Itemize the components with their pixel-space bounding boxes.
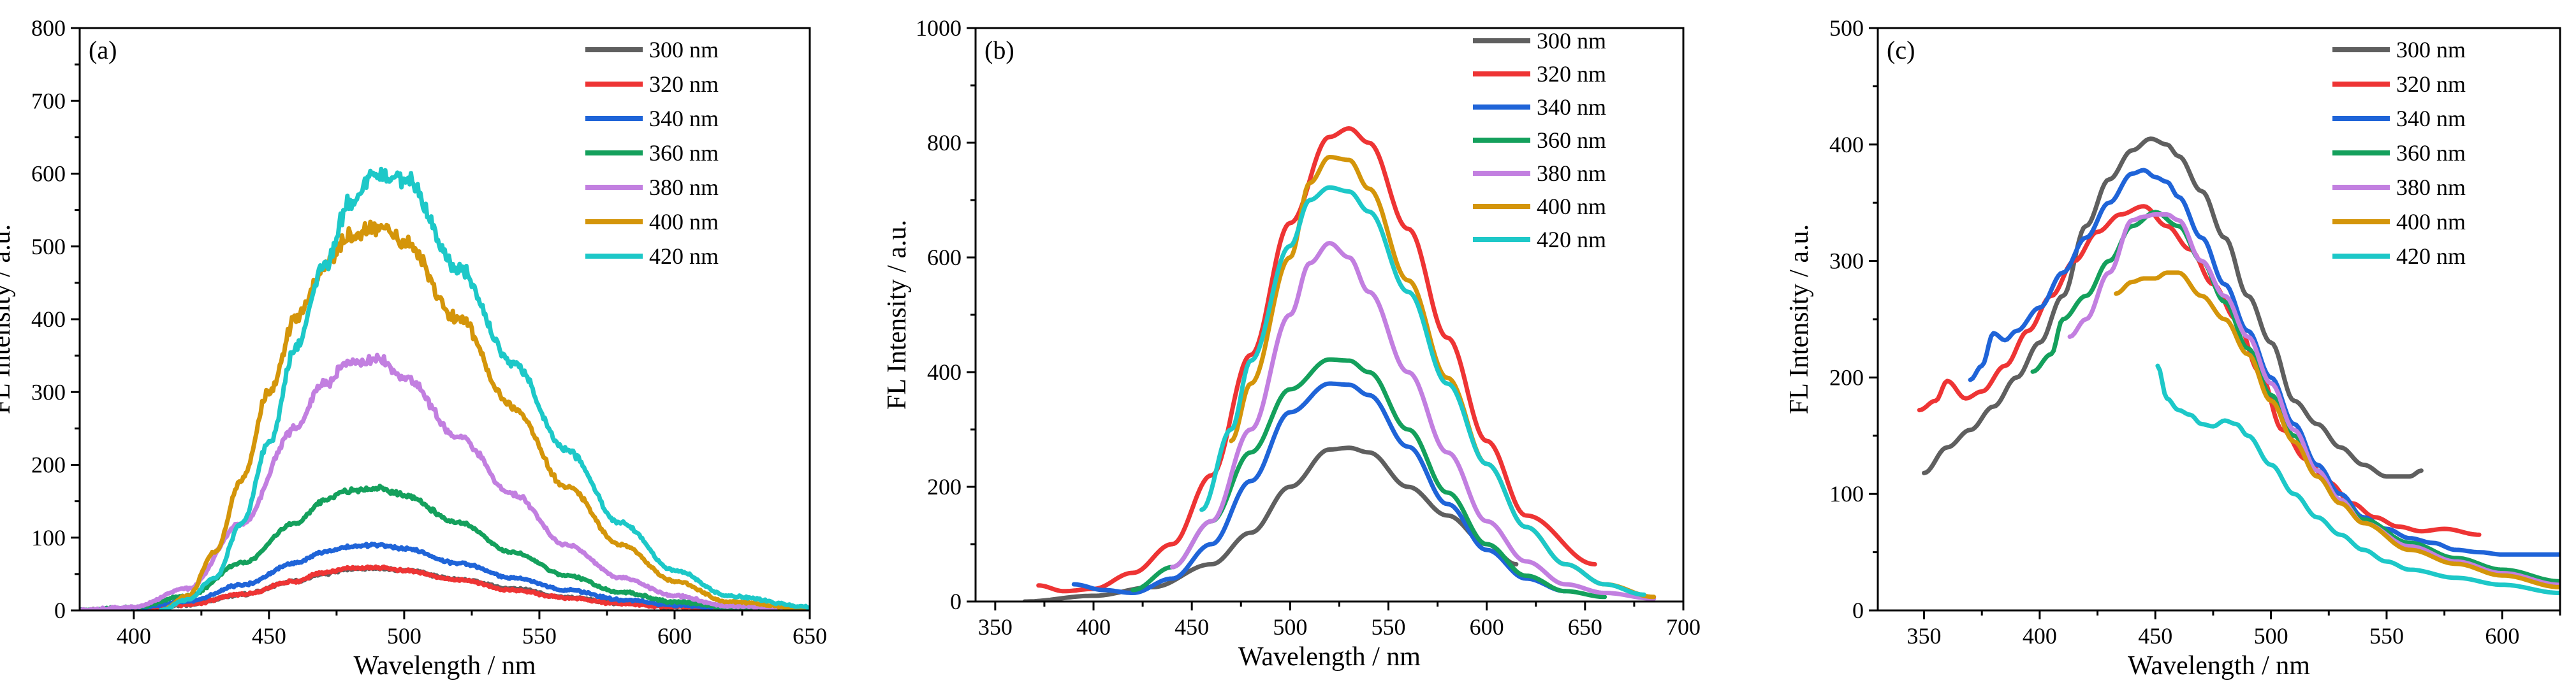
x-tick-label: 500 xyxy=(2254,623,2288,649)
series-line-320-nm xyxy=(1036,126,1597,594)
legend-label: 300 nm xyxy=(649,37,719,62)
y-tick-label: 200 xyxy=(1829,364,1864,390)
y-tick-label: 1000 xyxy=(916,15,962,41)
y-tick-label: 0 xyxy=(950,589,962,614)
x-axis-label: Wavelength / nm xyxy=(354,651,536,681)
x-tick-label: 400 xyxy=(1076,614,1111,640)
y-tick-label: 200 xyxy=(31,452,66,478)
legend-label: 300 nm xyxy=(1537,28,1606,54)
x-tick-label: 550 xyxy=(522,623,557,649)
legend: 300 nm 320 nm 340 nm 360 nm 380 nm 400 nm 420 … xyxy=(2332,37,2466,269)
series-group xyxy=(80,166,810,610)
series-line-400-nm xyxy=(158,219,810,610)
x-tick-label: 450 xyxy=(2138,623,2172,649)
series-line-300-nm xyxy=(1922,136,2424,479)
y-tick-label: 100 xyxy=(1829,481,1864,507)
x-tick-label: 550 xyxy=(1372,614,1406,640)
y-tick-label: 300 xyxy=(31,379,66,405)
series-group xyxy=(1022,126,1657,602)
legend-label: 420 nm xyxy=(649,243,719,269)
legend-label: 360 nm xyxy=(2396,140,2466,166)
panel-label: (a) xyxy=(89,36,117,64)
legend-label: 300 nm xyxy=(2396,37,2466,62)
series-line-380-nm xyxy=(80,352,810,610)
x-tick-label: 350 xyxy=(978,614,1013,640)
y-tick-label: 700 xyxy=(31,88,66,113)
legend-label: 320 nm xyxy=(2396,71,2466,97)
series-line-400-nm xyxy=(2114,270,2560,589)
x-tick-label: 550 xyxy=(2369,623,2404,649)
legend-label: 340 nm xyxy=(2396,106,2466,131)
series-group xyxy=(1917,136,2560,596)
y-tick-label: 400 xyxy=(1829,132,1864,157)
legend-label: 340 nm xyxy=(1537,94,1606,120)
x-tick-label: 450 xyxy=(1175,614,1209,640)
legend-label: 340 nm xyxy=(649,106,719,131)
legend-label: 320 nm xyxy=(649,71,719,97)
y-tick-label: 600 xyxy=(31,161,66,187)
series-line-340-nm xyxy=(1071,381,1568,595)
x-tick-label: 700 xyxy=(1666,614,1701,640)
legend: 300 nm 320 nm 340 nm 360 nm 380 nm 400 nm 420 … xyxy=(1473,28,1606,252)
y-tick-label: 0 xyxy=(54,598,66,623)
panel-b: 350 400 450 500 550 600 650 700 0 200 400 600 800 100… xyxy=(882,15,1701,672)
x-axis-label: Wavelength / nm xyxy=(2128,651,2310,681)
x-tick-label: 400 xyxy=(117,623,151,649)
y-tick-label: 500 xyxy=(31,234,66,259)
x-tick-label: 500 xyxy=(387,623,421,649)
series-line-340-nm xyxy=(80,542,810,610)
y-tick-label: 200 xyxy=(927,474,962,500)
legend-label: 360 nm xyxy=(1537,127,1606,153)
y-tick-label: 400 xyxy=(927,359,962,385)
x-tick-label: 600 xyxy=(657,623,692,649)
y-tick-label: 500 xyxy=(1829,15,1864,41)
series-line-420-nm xyxy=(158,166,810,610)
x-axis-label: Wavelength / nm xyxy=(1238,642,1421,672)
legend-label: 380 nm xyxy=(649,175,719,200)
legend-label: 420 nm xyxy=(1537,227,1606,252)
series-line-380-nm xyxy=(2067,212,2560,587)
y-tick-label: 600 xyxy=(927,245,962,270)
panel-label: (b) xyxy=(984,36,1014,64)
series-line-320-nm xyxy=(1917,204,2482,537)
legend-label: 400 nm xyxy=(649,209,719,234)
x-tick-label: 350 xyxy=(1907,623,1942,649)
x-tick-label: 400 xyxy=(2023,623,2057,649)
y-axis-label: FL Intensity / a.u. xyxy=(1785,224,1814,414)
x-tick-label: 650 xyxy=(1568,614,1602,640)
x-tick-label: 650 xyxy=(793,623,827,649)
legend-label: 380 nm xyxy=(1537,161,1606,186)
panel-c: 350 400 450 500 550 6000100200300400500Wavele… xyxy=(1785,15,2561,681)
y-tick-label: 300 xyxy=(1829,249,1864,274)
series-line-340-nm xyxy=(1968,168,2560,557)
panel-label: (c) xyxy=(1887,36,1915,64)
x-tick-label: 600 xyxy=(2485,623,2519,649)
series-line-300-nm xyxy=(1022,445,1519,602)
y-axis-label: FL Intensity / a.u. xyxy=(0,224,16,414)
legend-label: 380 nm xyxy=(2396,175,2466,200)
panel-a: 400 450 500 550 600 650 0 100 200 300 400 500 600 700… xyxy=(0,15,827,681)
x-tick-label: 600 xyxy=(1470,614,1504,640)
y-tick-label: 400 xyxy=(31,306,66,332)
series-line-420-nm xyxy=(1199,185,1646,597)
legend: 300 nm 320 nm 340 nm 360 nm 380 nm 400 nm 420 … xyxy=(585,37,719,269)
y-tick-label: 800 xyxy=(31,15,66,41)
legend-label: 360 nm xyxy=(649,140,719,166)
legend-label: 400 nm xyxy=(1537,194,1606,219)
y-tick-label: 100 xyxy=(31,525,66,551)
series-line-380-nm xyxy=(1169,241,1657,601)
legend-label: 400 nm xyxy=(2396,209,2466,234)
y-tick-label: 0 xyxy=(1852,598,1864,623)
y-tick-label: 800 xyxy=(927,130,962,155)
y-axis-label: FL Intensity / a.u. xyxy=(882,220,912,410)
x-tick-label: 450 xyxy=(252,623,286,649)
legend-label: 420 nm xyxy=(2396,243,2466,269)
x-tick-label: 500 xyxy=(1273,614,1307,640)
series-line-420-nm xyxy=(2155,363,2560,596)
legend-label: 320 nm xyxy=(1537,61,1606,87)
